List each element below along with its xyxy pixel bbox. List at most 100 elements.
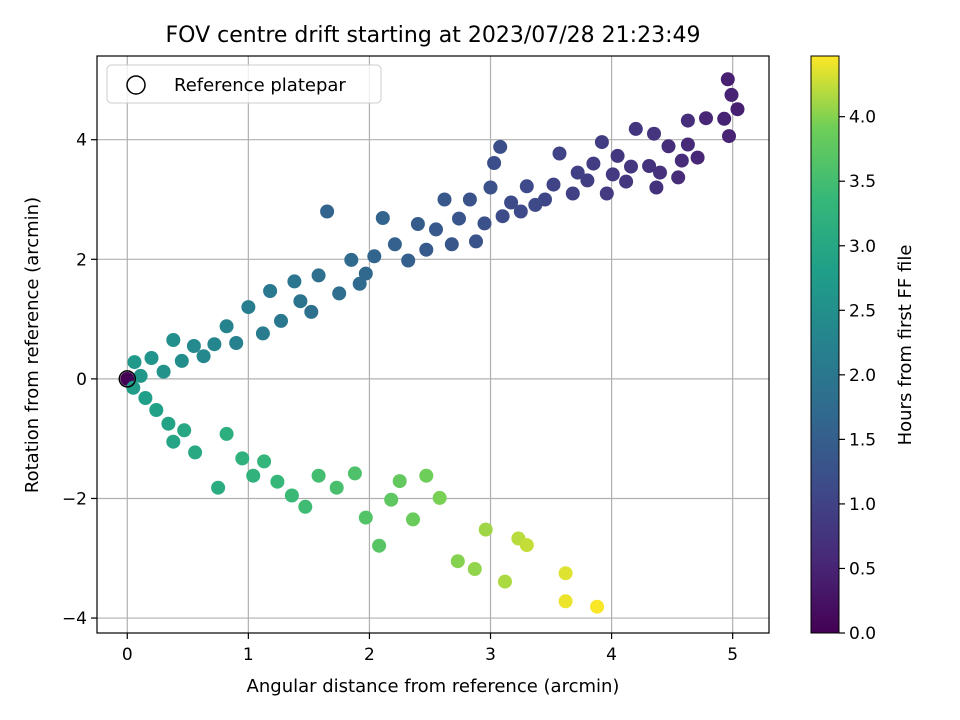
scatter-point (419, 242, 434, 257)
scatter-point (177, 423, 192, 438)
scatter-point (528, 197, 543, 212)
scatter-point (401, 253, 416, 268)
scatter-point (387, 237, 402, 252)
x-tick-label: 0 (122, 645, 133, 665)
scatter-point (329, 480, 344, 495)
scatter-point (347, 466, 362, 481)
scatter-point (255, 326, 270, 341)
scatter-point (219, 319, 234, 334)
scatter-point (647, 126, 661, 141)
scatter-point (599, 186, 614, 201)
x-tick-label: 4 (606, 645, 617, 665)
scatter-point (419, 468, 434, 483)
scatter-point (235, 451, 250, 466)
scatter-point (196, 349, 211, 364)
scatter-point (166, 333, 181, 347)
scatter-point (257, 454, 272, 469)
scatter-point (661, 139, 676, 154)
scatter-point (624, 159, 638, 174)
x-axis-ticks: 0 1 2 3 4 5 (122, 633, 738, 665)
colorbar-tick-label: 1.0 (849, 495, 876, 515)
scatter-point (680, 113, 695, 128)
colorbar-ticks: 0.0 0.5 1.0 1.5 2.0 2.5 3.0 3.5 4.0 (839, 108, 876, 644)
scatter-point (680, 137, 695, 152)
scatter-point (138, 391, 153, 405)
scatter-point (605, 167, 620, 182)
scatter-point (241, 300, 256, 315)
scatter-point (156, 364, 171, 379)
scatter-point (367, 249, 382, 264)
scatter-point (372, 538, 387, 553)
scatter-point (467, 562, 482, 576)
scatter-point (452, 211, 466, 226)
scatter-point (513, 204, 528, 219)
legend: Reference platepar (106, 64, 382, 104)
scatter-point (284, 488, 299, 503)
scatter-point (483, 180, 498, 195)
scatter-point (219, 426, 234, 441)
scatter-point (594, 135, 609, 150)
scatter-point (477, 216, 492, 231)
scatter-point (432, 490, 447, 505)
scatter-point (642, 159, 657, 173)
scatter-point (586, 156, 601, 171)
scatter-point (344, 252, 359, 267)
scatter-point (487, 156, 502, 170)
scatter-point (722, 129, 736, 144)
scatter-point (546, 177, 561, 192)
scatter-point (558, 566, 573, 581)
x-tick-label: 2 (364, 645, 375, 665)
y-tick-label: −4 (62, 609, 87, 629)
scatter-point (186, 339, 201, 353)
colorbar: 0.0 0.5 1.0 1.5 2.0 2.5 3.0 3.5 4.0 Hours from f… (810, 55, 916, 644)
scatter-point (590, 599, 605, 614)
scatter-point (166, 434, 181, 449)
legend-open-circle-icon (126, 75, 146, 95)
scatter-point (720, 72, 735, 87)
scatter-point (358, 266, 373, 281)
scatter-point (730, 102, 745, 117)
scatter-point (410, 217, 425, 231)
y-axis-label: Rotation from reference (arcmin) (22, 197, 43, 493)
scatter-point (495, 209, 510, 224)
scatter-point (332, 286, 347, 301)
colorbar-tick-label: 0.5 (849, 559, 876, 579)
scatter-point (558, 594, 573, 609)
scatter-point (311, 268, 326, 283)
scatter-point (478, 522, 493, 537)
scatter-point (270, 474, 285, 489)
scatter-point (610, 148, 625, 163)
scatter-point (437, 192, 452, 207)
scatter-point (304, 304, 319, 319)
scatter-point (287, 274, 302, 289)
scatter-point (717, 111, 732, 126)
scatter-point (293, 294, 308, 309)
scatter-point (690, 150, 705, 165)
scatter-point (144, 351, 159, 365)
legend-entry-reference-platepar: Reference platepar (174, 75, 346, 96)
scatter-point (498, 574, 512, 589)
x-tick-label: 1 (243, 645, 254, 665)
legend-box (106, 64, 382, 104)
scatter-point (161, 416, 176, 431)
scatter-point (149, 403, 164, 417)
scatter-point (358, 510, 373, 525)
colorbar-tick-label: 2.0 (849, 366, 876, 386)
scatter-point (320, 204, 335, 219)
scatter-point (352, 276, 367, 291)
scatter-point (450, 554, 465, 569)
scatter-point (519, 179, 534, 194)
scatter-point (174, 353, 189, 368)
scatter-point (570, 165, 585, 180)
colorbar-tick-label: 1.5 (849, 430, 876, 450)
colorbar-tick-label: 3.5 (849, 172, 876, 192)
scatter-point (674, 153, 689, 168)
scatter-point (653, 165, 667, 180)
scatter-point (298, 499, 313, 514)
scatter-point (628, 121, 643, 136)
x-tick-label: 5 (727, 645, 738, 665)
scatter-point (469, 234, 483, 249)
scatter-point (246, 468, 261, 483)
plot-area: 0 1 2 3 4 5 −4 −2 0 2 4 (62, 55, 770, 665)
colorbar-tick-label: 3.0 (849, 237, 876, 257)
